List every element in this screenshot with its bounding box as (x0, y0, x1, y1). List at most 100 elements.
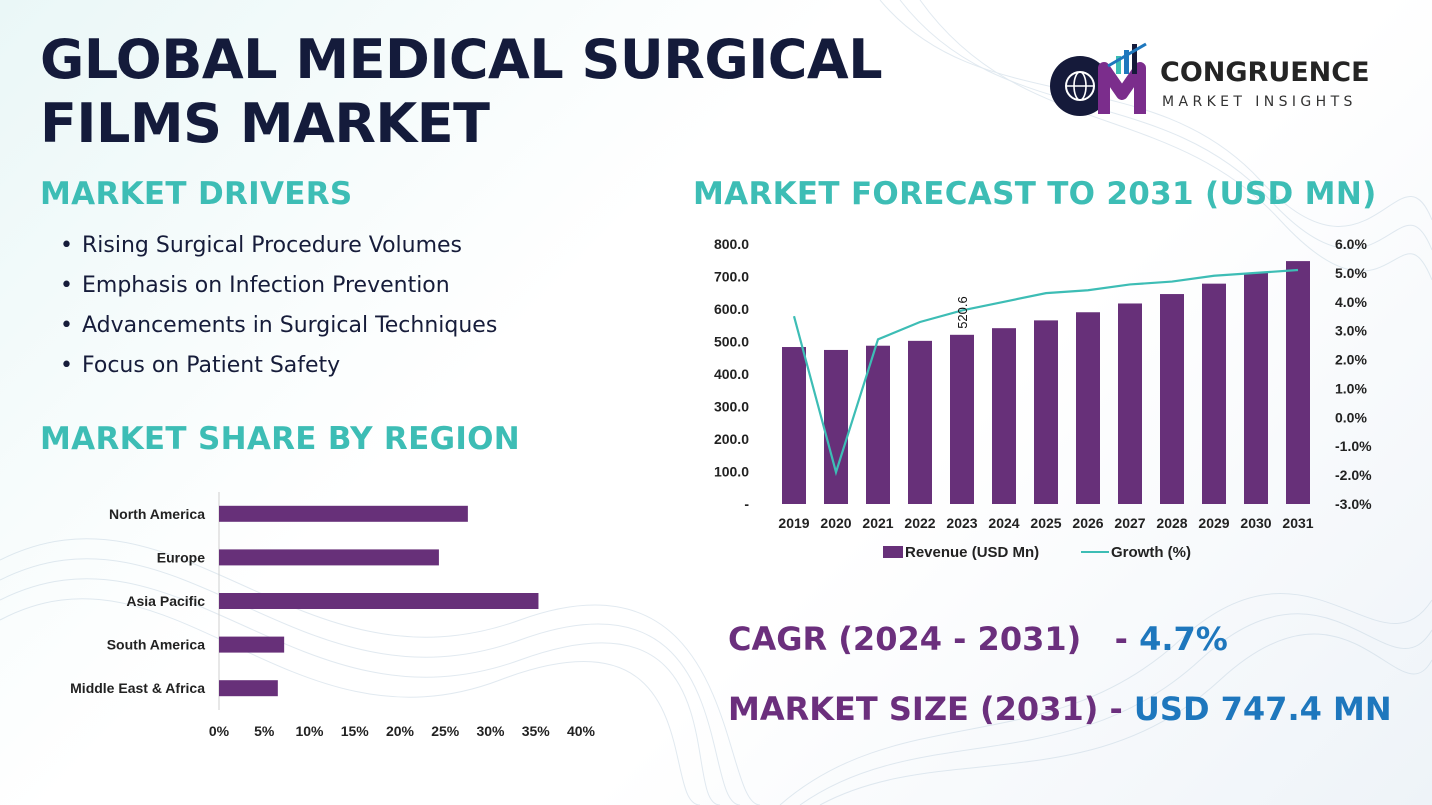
x-tick-label: 2030 (1240, 515, 1271, 531)
company-logo: CONGRUENCE MARKET INSIGHTS (1046, 42, 1396, 122)
legend-label-growth: Growth (%) (1111, 544, 1191, 561)
region-bar (219, 680, 278, 697)
region-share-chart: North America Europe Asia Pacific South Ame… (70, 492, 596, 739)
y-tick-label: 800.0 (714, 236, 749, 252)
y-tick-label: 600.0 (714, 301, 749, 317)
x-tick-label: 0% (209, 723, 230, 739)
legend-label-revenue: Revenue (USD Mn) (905, 544, 1039, 561)
y2-tick-label: 4.0% (1335, 294, 1367, 310)
x-tick-label: 2026 (1072, 515, 1103, 531)
region-label: Europe (157, 549, 205, 565)
bullet-icon: • (60, 353, 73, 378)
driver-item: • Advancements in Surgical Techniques (60, 306, 497, 346)
revenue-bar (1076, 312, 1100, 504)
y2-tick-label: -3.0% (1335, 496, 1372, 512)
y2-tick-label: 3.0% (1335, 323, 1367, 339)
driver-item: • Focus on Patient Safety (60, 346, 497, 386)
x-tick-label: 10% (295, 723, 324, 739)
logo-name: CONGRUENCE (1160, 57, 1370, 88)
share-heading: MARKET SHARE BY REGION (40, 421, 521, 457)
x-tick-label: 2022 (904, 515, 935, 531)
x-tick-label: 20% (386, 723, 415, 739)
market-size-separator: - (1109, 690, 1123, 728)
x-tick-label: 5% (254, 723, 275, 739)
x-tick-label: 40% (567, 723, 596, 739)
legend-swatch-revenue (883, 546, 903, 558)
driver-text: Advancements in Surgical Techniques (82, 313, 498, 338)
x-tick-label: 25% (431, 723, 460, 739)
revenue-bar (1286, 261, 1310, 504)
revenue-bar (782, 347, 806, 504)
revenue-bar (950, 334, 974, 504)
x-tick-label: 2029 (1198, 515, 1229, 531)
y-tick-label: 500.0 (714, 334, 749, 350)
revenue-bar (1244, 272, 1268, 504)
drivers-list: • Rising Surgical Procedure Volumes • Emph… (60, 226, 497, 386)
page-title: GLOBAL MEDICAL SURGICAL FILMS MARKET (40, 28, 883, 155)
y2-tick-label: -1.0% (1335, 438, 1372, 454)
region-bar (219, 505, 468, 522)
region-label: South America (107, 637, 205, 653)
x-tick-label: 2028 (1156, 515, 1187, 531)
revenue-bar (1034, 320, 1058, 504)
y-tick-label: 100.0 (714, 464, 749, 480)
y-tick-label: 200.0 (714, 431, 749, 447)
revenue-bar (866, 345, 890, 504)
driver-text: Emphasis on Infection Prevention (82, 273, 450, 298)
y2-tick-label: 0.0% (1335, 409, 1367, 425)
data-label: 520.6 (955, 296, 970, 329)
x-tick-label: 2027 (1114, 515, 1145, 531)
x-tick-label: 2020 (820, 515, 851, 531)
driver-item: • Rising Surgical Procedure Volumes (60, 226, 497, 266)
market-size-value: USD 747.4 MN (1133, 690, 1392, 728)
region-label: Middle East & Africa (70, 680, 205, 696)
cagr-label: CAGR (2024 - 2031) (728, 620, 1082, 658)
y-tick-label: 300.0 (714, 399, 749, 415)
y-tick-label: 700.0 (714, 269, 749, 285)
y-tick-label: 400.0 (714, 366, 749, 382)
x-tick-label: 2031 (1282, 515, 1313, 531)
bullet-icon: • (60, 273, 73, 298)
region-bar (219, 593, 539, 609)
y-tick-label: - (744, 496, 749, 512)
driver-text: Rising Surgical Procedure Volumes (82, 233, 463, 258)
revenue-bar (1118, 303, 1142, 504)
driver-item: • Emphasis on Infection Prevention (60, 266, 497, 306)
cagr-separator: - (1114, 620, 1128, 658)
x-tick-label: 30% (476, 723, 505, 739)
forecast-chart: - 100.0 200.0 300.0 400.0 500.0 600.0 700.0 800.… (714, 236, 1372, 561)
region-label: Asia Pacific (126, 593, 205, 609)
bullet-icon: • (60, 313, 73, 338)
x-tick-label: 2025 (1030, 515, 1061, 531)
region-bar (219, 549, 439, 566)
x-tick-label: 2024 (988, 515, 1019, 531)
market-size-kpi: MARKET SIZE (2031) - USD 747.4 MN (728, 690, 1392, 728)
revenue-bar (908, 340, 932, 504)
forecast-heading: MARKET FORECAST TO 2031 (USD MN) (693, 176, 1377, 212)
x-tick-label: 2021 (862, 515, 893, 531)
region-bar (219, 636, 285, 653)
cagr-kpi: CAGR (2024 - 2031) - 4.7% (728, 620, 1228, 658)
growth-line (792, 268, 1299, 477)
x-tick-label: 2023 (946, 515, 977, 531)
market-size-label: MARKET SIZE (2031) (728, 690, 1099, 728)
drivers-heading: MARKET DRIVERS (40, 176, 353, 212)
logo-subtitle: MARKET INSIGHTS (1162, 94, 1357, 110)
y2-tick-label: 6.0% (1335, 236, 1367, 252)
y2-tick-label: 2.0% (1335, 352, 1367, 368)
revenue-bar (824, 349, 848, 504)
cagr-value: 4.7% (1139, 620, 1228, 658)
region-label: North America (109, 506, 205, 522)
y2-tick-label: 1.0% (1335, 380, 1367, 396)
x-tick-label: 35% (522, 723, 551, 739)
revenue-bar (992, 328, 1016, 504)
y2-tick-label: 5.0% (1335, 265, 1367, 281)
bullet-icon: • (60, 233, 73, 258)
x-tick-label: 2019 (778, 515, 809, 531)
logo-mark-icon (1050, 42, 1147, 116)
revenue-bar (1202, 283, 1226, 504)
x-tick-label: 15% (341, 723, 370, 739)
y2-tick-label: -2.0% (1335, 467, 1372, 483)
revenue-bar (1160, 294, 1184, 504)
driver-text: Focus on Patient Safety (82, 353, 341, 378)
